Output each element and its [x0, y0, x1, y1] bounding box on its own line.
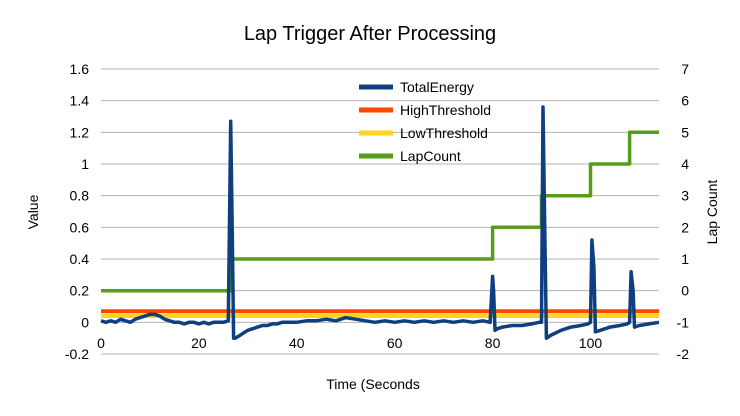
y-axis-title: Value	[25, 194, 41, 229]
y-tick-label: 1.2	[70, 124, 90, 140]
series-line-totalenergy	[100, 105, 660, 340]
x-tick-label: 80	[485, 335, 501, 351]
legend-label: LowThreshold	[400, 125, 488, 141]
y-tick-label: 1.4	[70, 93, 90, 109]
y2-tick-label: 4	[681, 156, 689, 172]
y2-tick-label: 6	[681, 93, 689, 109]
y2-tick-label: 7	[681, 61, 689, 77]
y-tick-label: 0	[81, 314, 89, 330]
y-tick-label: 1.6	[70, 61, 90, 77]
y-tick-label: 0.2	[70, 283, 90, 299]
legend-label: HighThreshold	[400, 102, 491, 118]
x-tick-label: 60	[387, 335, 403, 351]
y-tick-label: 0.4	[70, 251, 90, 267]
legend-label: LapCount	[400, 148, 461, 164]
x-tick-label: 100	[579, 335, 603, 351]
y2-axis: -2 -1 0 1 2 3 4 5 6 7	[677, 61, 690, 362]
y2-tick-label: 1	[681, 251, 689, 267]
legend: TotalEnergy HighThreshold LowThreshold LapC…	[359, 79, 491, 164]
x-axis: 0 20 40 60 80 100	[97, 335, 602, 351]
y2-tick-label: 2	[681, 219, 689, 235]
y2-tick-label: -1	[677, 314, 690, 330]
y-tick-label: -0.2	[65, 346, 89, 362]
series-group	[100, 105, 660, 340]
x-axis-title: Time (Seconds	[326, 376, 420, 392]
chart-title: Lap Trigger After Processing	[244, 23, 496, 45]
y2-tick-label: 0	[681, 283, 689, 299]
y2-tick-label: -2	[677, 346, 690, 362]
y-tick-label: 0.8	[70, 188, 90, 204]
x-tick-label: 0	[97, 335, 105, 351]
legend-label: TotalEnergy	[400, 79, 474, 95]
y-tick-label: 1	[81, 156, 89, 172]
y-axis: -0.2 0 0.2 0.4 0.6 0.8 1 1.2 1.4 1.6	[65, 61, 89, 362]
x-tick-label: 20	[191, 335, 207, 351]
y2-tick-label: 3	[681, 188, 689, 204]
y-tick-label: 0.6	[70, 219, 90, 235]
x-tick-label: 40	[289, 335, 305, 351]
y2-axis-title: Lap Count	[704, 180, 720, 245]
y2-tick-label: 5	[681, 124, 689, 140]
